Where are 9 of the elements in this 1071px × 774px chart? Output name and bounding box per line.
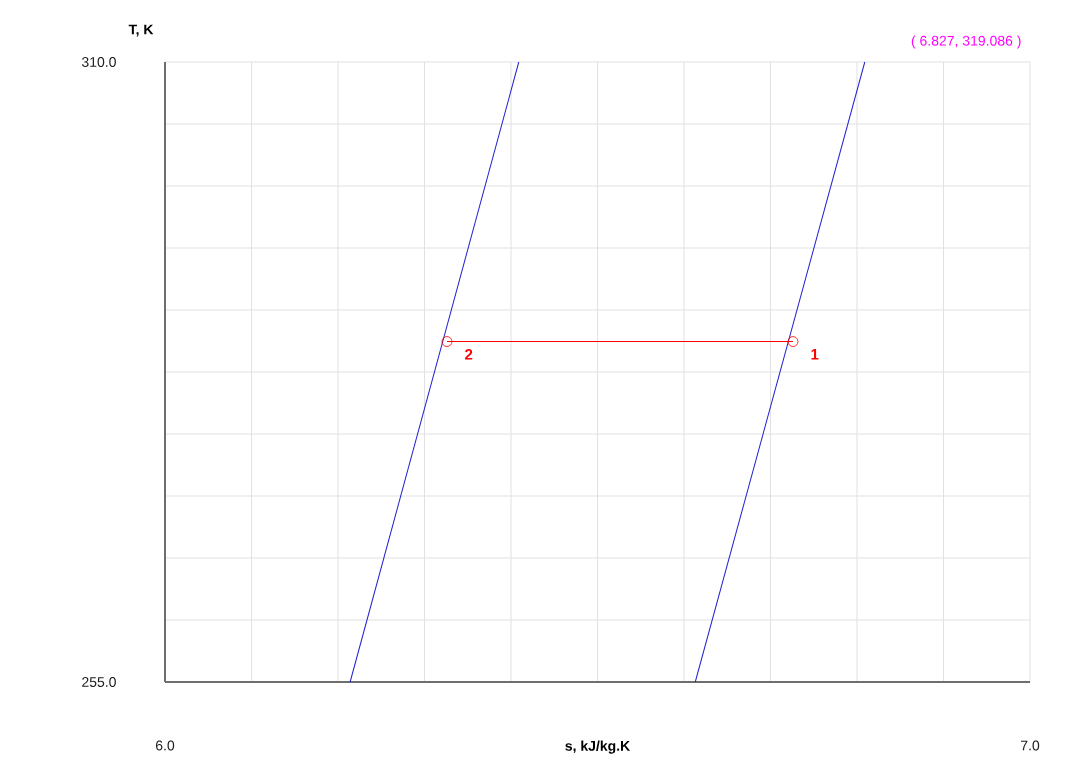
y-tick-label: 310.0	[81, 57, 116, 67]
annotation: 2	[465, 349, 473, 360]
annotation: 1	[811, 349, 819, 360]
y-tick-label: 255.0	[82, 677, 116, 687]
y-axis-title: T, K	[128, 24, 154, 37]
x-tick-label: 6.0	[155, 740, 175, 751]
x-tick-label: 7.0	[1021, 740, 1040, 751]
x-axis-title: s, kJ/kg.K	[565, 740, 631, 754]
text: ( 6.827, 319.086 )	[911, 35, 1021, 49]
